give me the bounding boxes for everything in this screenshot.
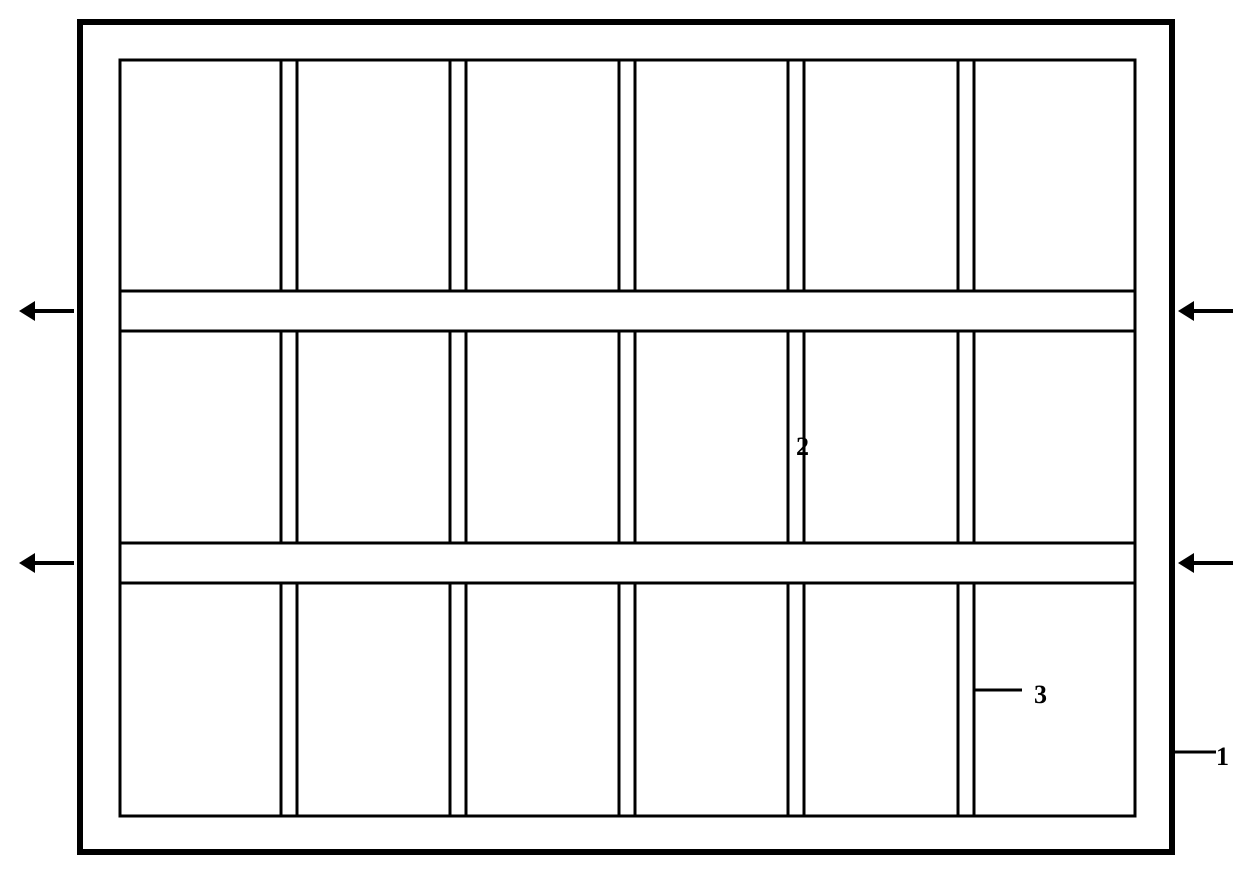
diagram-canvas (0, 0, 1239, 872)
arrow-head-icon (1178, 553, 1194, 573)
label-3: 3 (1034, 680, 1047, 710)
label-1: 1 (1216, 742, 1229, 772)
inner-panel (120, 60, 1135, 816)
arrow-head-icon (19, 553, 35, 573)
arrow-head-icon (19, 301, 35, 321)
arrow-head-icon (1178, 301, 1194, 321)
horizontal-channel (120, 543, 1135, 583)
horizontal-channel (120, 291, 1135, 331)
outer-frame (80, 22, 1172, 852)
label-2: 2 (796, 432, 809, 462)
